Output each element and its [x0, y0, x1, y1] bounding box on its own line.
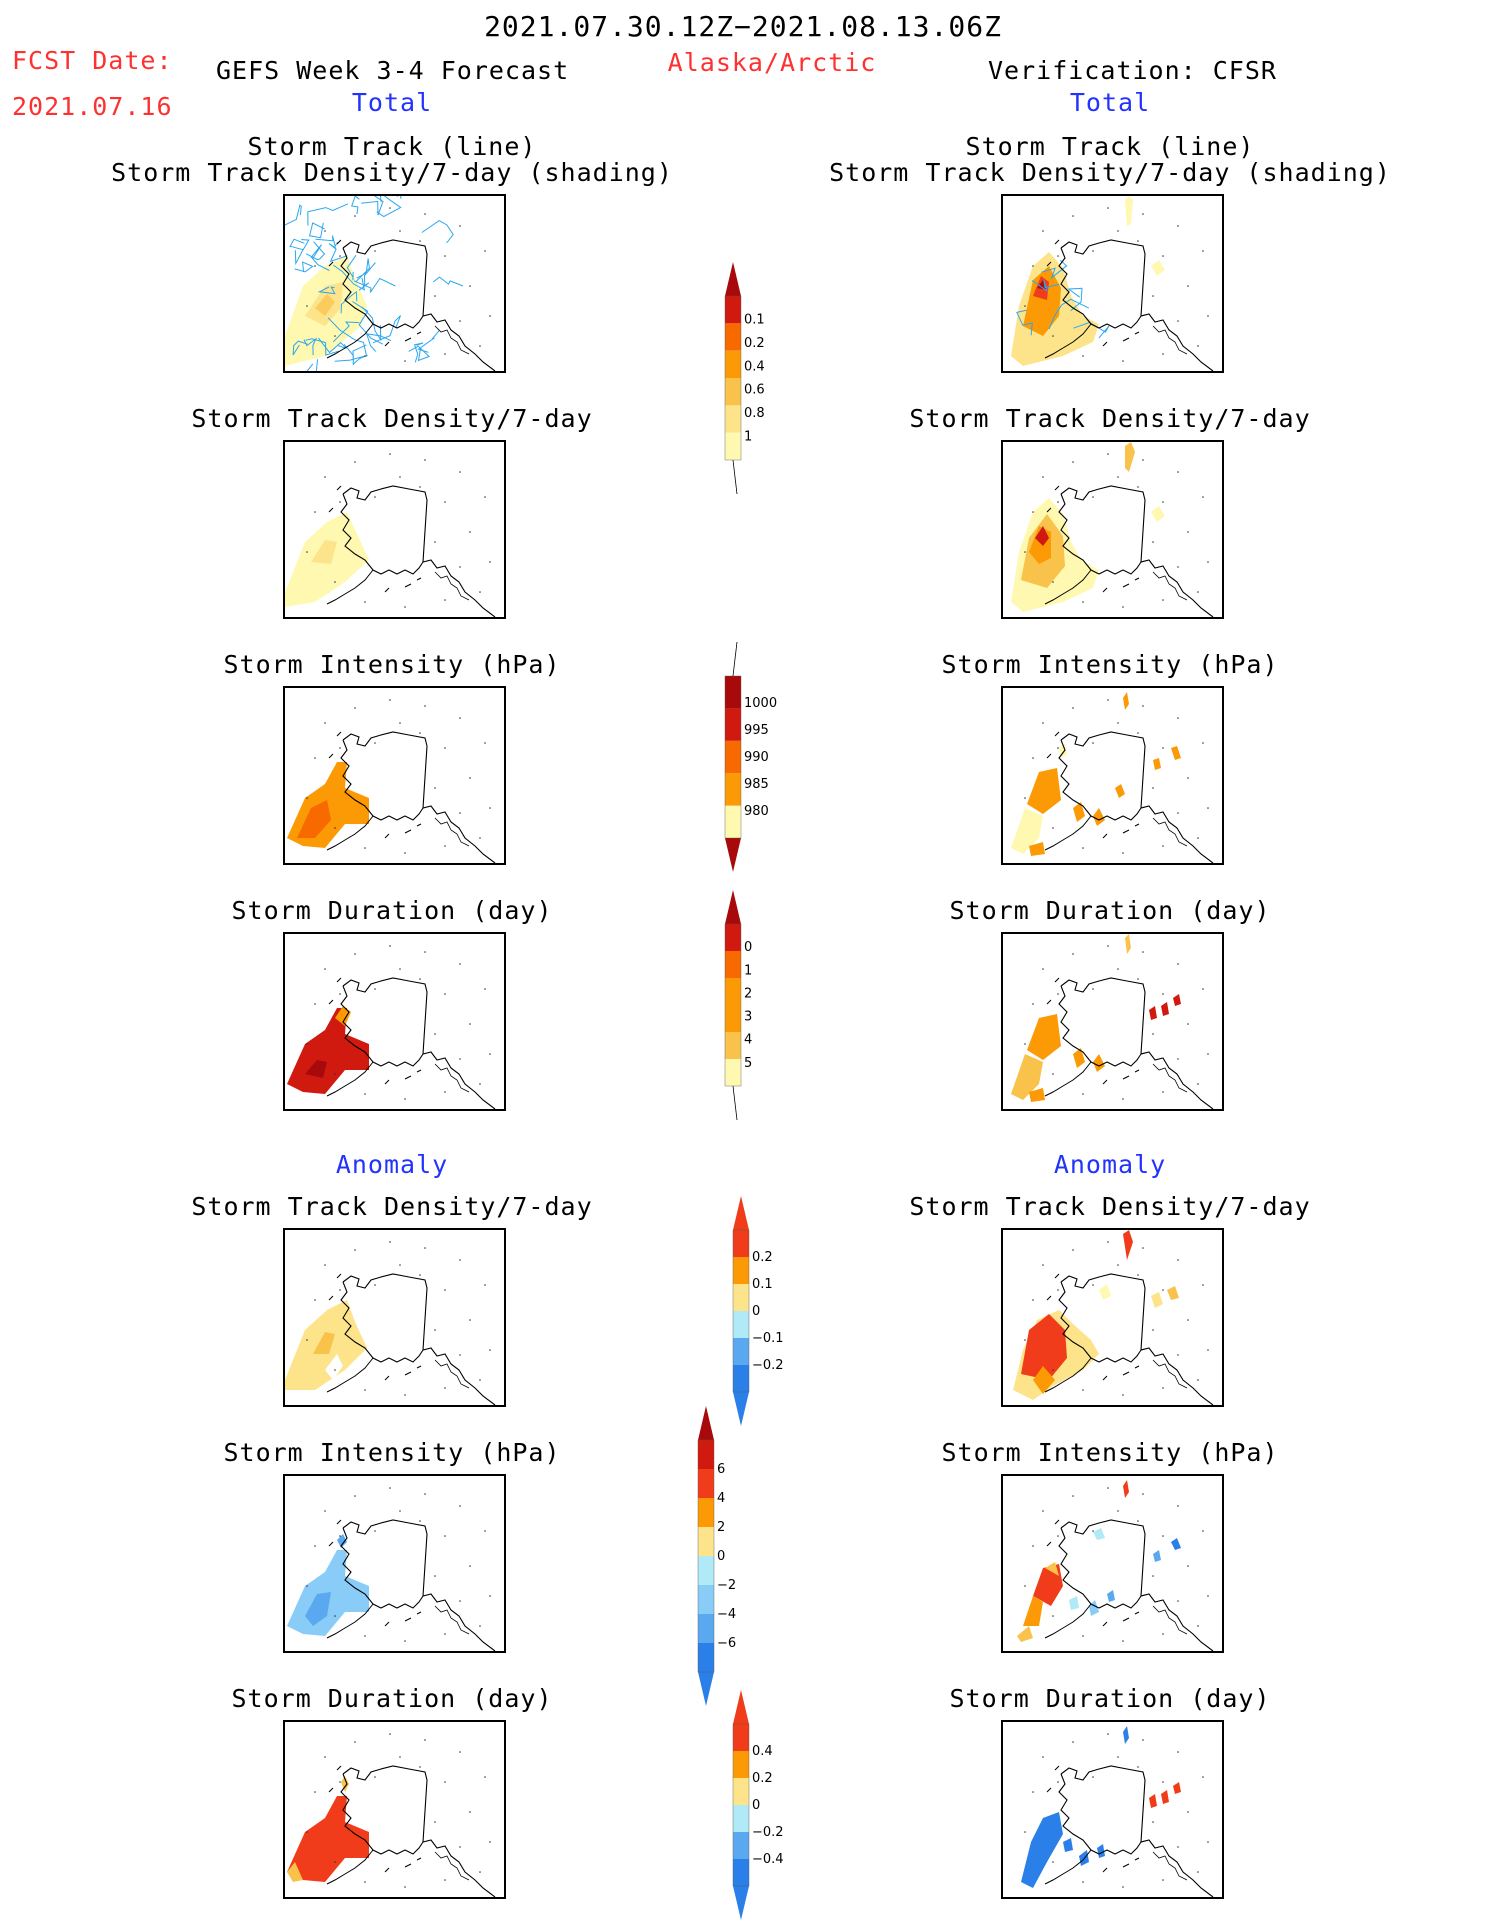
map-density-right	[1001, 440, 1224, 619]
map-duration-anom-left	[283, 1720, 506, 1899]
colorbar-tick-label: −0.4	[752, 1852, 784, 1867]
map-density-anom-right	[1001, 1228, 1224, 1407]
map-track-left	[283, 194, 506, 373]
colorbar-density-anom: 0.2 0.1 0 −0.1 −0.2	[732, 1196, 799, 1430]
panel-title-track-line-right: Storm Track (line)	[965, 132, 1255, 161]
panel-title-density-right: Storm Track Density/7-day	[909, 404, 1311, 433]
map-intensity-left	[283, 686, 506, 865]
colorbar-tick-label: 4	[744, 1033, 752, 1048]
panel-title-intensity-left: Storm Intensity (hPa)	[223, 650, 561, 679]
map-density-left	[283, 440, 506, 619]
colorbar-tick-label: 0.1	[744, 312, 765, 327]
colorbar-duration-total: 0 1 2 3 4 5	[724, 890, 791, 1124]
panel-title-duration-right: Storm Duration (day)	[949, 896, 1271, 925]
colorbar-tick-label: 6	[717, 1462, 725, 1477]
panel-title-track-shading-left: Storm Track Density/7-day (shading)	[111, 158, 673, 187]
anomaly-label-right: Anomaly	[1053, 1150, 1167, 1179]
colorbar-tick-label: 1000	[744, 696, 777, 711]
panel-title-intensity-anom-left: Storm Intensity (hPa)	[223, 1438, 561, 1467]
verification-title: Verification: CFSR	[988, 56, 1277, 85]
forecast-title: GEFS Week 3-4 Forecast	[216, 56, 570, 85]
colorbar-tick-label: 0.2	[752, 1250, 773, 1265]
region-title: Alaska/Arctic	[667, 48, 877, 77]
colorbar-duration-anom: 0.4 0.2 0 −0.2 −0.4	[732, 1690, 799, 1924]
colorbar-tick-label: 980	[744, 804, 769, 819]
colorbar-intensity-anom: 6 4 2 0 −2 −4 −6	[697, 1406, 764, 1710]
panel-title-density-anom-left: Storm Track Density/7-day	[191, 1192, 593, 1221]
colorbar-tick-label: −0.1	[752, 1331, 784, 1346]
panel-title-track-shading-right: Storm Track Density/7-day (shading)	[829, 158, 1391, 187]
panel-title-duration-left: Storm Duration (day)	[231, 896, 553, 925]
total-label-left: Total	[351, 88, 433, 117]
colorbar-tick-label: 995	[744, 723, 769, 738]
colorbar-tick-label: 0.8	[744, 406, 765, 421]
panel-title-intensity-anom-right: Storm Intensity (hPa)	[941, 1438, 1279, 1467]
colorbar-tick-label: −2	[717, 1578, 736, 1593]
colorbar-tick-label: 990	[744, 750, 769, 765]
panel-title-density-anom-right: Storm Track Density/7-day	[909, 1192, 1311, 1221]
map-intensity-anom-left	[283, 1474, 506, 1653]
colorbar-tick-label: −0.2	[752, 1825, 784, 1840]
colorbar-tick-label: 0	[744, 940, 752, 955]
date-range-title: 2021.07.30.12Z−2021.08.13.06Z	[484, 10, 1002, 43]
colorbar-tick-label: 2	[744, 986, 752, 1001]
colorbar-tick-label: 0.2	[752, 1771, 773, 1786]
map-duration-left	[283, 932, 506, 1111]
anomaly-label-left: Anomaly	[335, 1150, 449, 1179]
colorbar-tick-label: 3	[744, 1010, 752, 1025]
map-intensity-right	[1001, 686, 1224, 865]
colorbar-tick-label: 0	[752, 1304, 760, 1319]
map-density-anom-left	[283, 1228, 506, 1407]
colorbar-tick-label: 2	[717, 1520, 725, 1535]
map-track-right	[1001, 194, 1224, 373]
colorbar-tick-label: 0.4	[752, 1744, 773, 1759]
colorbar-tick-label: 0.1	[752, 1277, 773, 1292]
colorbar-tick-label: 985	[744, 777, 769, 792]
colorbar-tick-label: 1	[744, 963, 752, 978]
colorbar-tick-label: 0	[752, 1798, 760, 1813]
fcst-date-value: 2021.07.16	[12, 92, 173, 121]
colorbar-tick-label: 1	[744, 430, 752, 445]
panel-title-duration-anom-left: Storm Duration (day)	[231, 1684, 553, 1713]
map-duration-anom-right	[1001, 1720, 1224, 1899]
map-intensity-anom-right	[1001, 1474, 1224, 1653]
map-duration-right	[1001, 932, 1224, 1111]
colorbar-tick-label: −6	[717, 1636, 736, 1651]
colorbar-tick-label: 0.6	[744, 383, 765, 398]
panel-title-track-line-left: Storm Track (line)	[247, 132, 537, 161]
colorbar-density-total: 0.1 0.2 0.4 0.6 0.8 1	[724, 262, 791, 498]
panel-title-intensity-right: Storm Intensity (hPa)	[941, 650, 1279, 679]
colorbar-tick-label: 4	[717, 1491, 725, 1506]
panel-title-duration-anom-right: Storm Duration (day)	[949, 1684, 1271, 1713]
panel-title-density-left: Storm Track Density/7-day	[191, 404, 593, 433]
colorbar-tick-label: 0	[717, 1549, 725, 1564]
colorbar-tick-label: −4	[717, 1607, 736, 1622]
colorbar-tick-label: 5	[744, 1056, 752, 1071]
colorbar-tick-label: 0.2	[744, 336, 765, 351]
colorbar-tick-label: −0.2	[752, 1358, 784, 1373]
fcst-date-label: FCST Date:	[12, 46, 173, 75]
colorbar-intensity-total: 1000 995 990 985 980	[724, 641, 791, 876]
total-label-right: Total	[1069, 88, 1151, 117]
colorbar-tick-label: 0.4	[744, 359, 765, 374]
